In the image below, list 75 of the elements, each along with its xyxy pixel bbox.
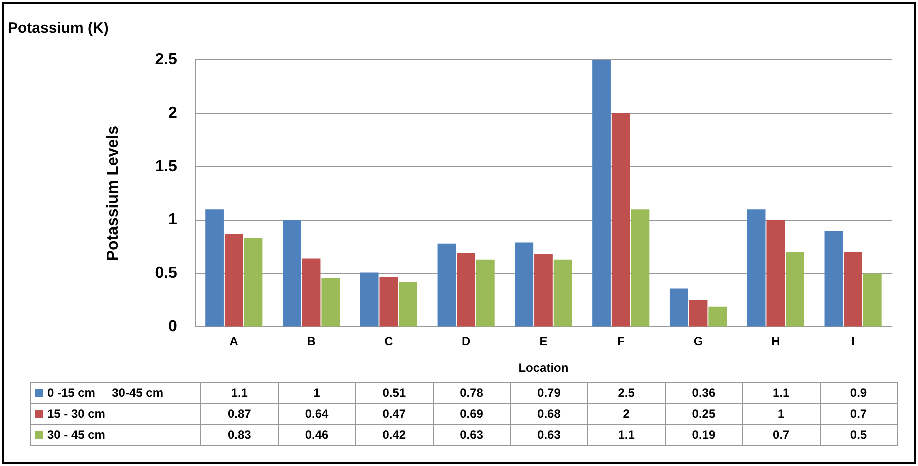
- bar: [824, 231, 844, 327]
- data-label: 0.51: [356, 382, 434, 404]
- data-label: 0.83: [200, 424, 278, 446]
- bar: [380, 276, 398, 327]
- bar: [282, 220, 302, 327]
- bar: [534, 254, 553, 327]
- data-label: 1.1: [742, 382, 820, 404]
- x-axis-title: Location: [518, 361, 569, 376]
- data-label: 0.5: [820, 424, 898, 446]
- data-label: 0.63: [510, 424, 588, 446]
- y-tick-label: 2.5: [155, 51, 178, 68]
- data-label: 0.46: [278, 424, 356, 446]
- bar: [631, 210, 650, 327]
- data-label: 0.78: [433, 382, 510, 404]
- bar: [206, 210, 224, 327]
- data-label: 0.79: [510, 382, 588, 404]
- bar: [689, 300, 708, 327]
- data-label: 0.63: [433, 424, 510, 446]
- x-tick-label: G: [694, 334, 704, 349]
- bar: [476, 260, 495, 327]
- bar: [708, 306, 728, 327]
- bar: [592, 60, 611, 327]
- data-label: 0.69: [433, 404, 510, 424]
- data-label: 1: [278, 382, 356, 404]
- bar: [399, 282, 418, 327]
- x-tick-label: F: [617, 334, 625, 349]
- bar: [515, 242, 534, 327]
- bar: [302, 258, 321, 327]
- x-tick-label: E: [540, 334, 548, 349]
- bar: [322, 278, 340, 327]
- data-label: 1: [742, 404, 820, 424]
- bar: [786, 252, 804, 327]
- data-label: 0.7: [742, 424, 820, 446]
- bar: [844, 252, 862, 327]
- data-label: 1.1: [200, 382, 278, 404]
- y-axis-title: Potassium Levels: [105, 126, 122, 262]
- data-label: 2.5: [588, 382, 666, 404]
- data-label: 0.9: [820, 382, 898, 404]
- y-tick-label: 0: [168, 318, 178, 336]
- x-tick-label: A: [230, 334, 239, 349]
- data-label: 0.87: [200, 404, 278, 424]
- bar: [244, 238, 263, 327]
- bar: [457, 253, 476, 327]
- y-tick-label: 1: [168, 212, 178, 229]
- bar: [612, 113, 630, 327]
- bar: [747, 210, 766, 327]
- x-tick-label: H: [772, 334, 780, 349]
- legend-label: 15 - 30 cm: [30, 404, 201, 424]
- legend-label: 0 -15 cm 30-45 cm: [30, 382, 201, 404]
- bar: [670, 288, 688, 327]
- x-tick-label: C: [384, 334, 394, 349]
- data-label: 1.1: [588, 424, 666, 446]
- data-label: 0.47: [356, 404, 434, 424]
- y-tick-label: 2: [168, 104, 178, 122]
- data-label: 0.19: [665, 424, 743, 446]
- bar: [224, 234, 244, 327]
- data-label: 0.36: [665, 382, 743, 404]
- x-tick-label: B: [307, 334, 316, 349]
- data-label: 0.42: [356, 424, 434, 446]
- legend-label: 30 - 45 cm: [30, 424, 201, 446]
- data-label: 2: [588, 404, 666, 424]
- bar: [863, 274, 882, 327]
- x-tick-label: D: [462, 334, 471, 349]
- data-label: 0.68: [510, 404, 588, 424]
- y-tick-label: 0.5: [155, 265, 178, 282]
- y-tick-label: 1.5: [155, 158, 178, 176]
- bar: [766, 220, 786, 327]
- text: Potassium (K): [8, 20, 109, 37]
- data-label: 0.25: [665, 404, 743, 424]
- data-label: 0.64: [278, 404, 356, 424]
- bar: [554, 260, 572, 327]
- bar: [438, 244, 456, 327]
- x-tick-label: I: [852, 334, 855, 349]
- bar: [360, 272, 379, 327]
- data-label: 0.7: [820, 404, 898, 424]
